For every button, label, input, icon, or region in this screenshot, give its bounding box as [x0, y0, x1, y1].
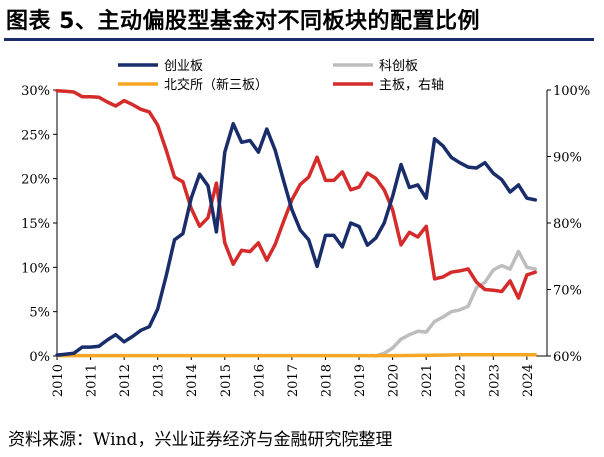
right-tick-label: 80%	[553, 217, 582, 232]
legend-label-beijiao: 北交所（新三板）	[164, 77, 268, 93]
legend-label-chuangye: 创业板	[164, 59, 203, 74]
right-tick-label: 70%	[553, 284, 582, 299]
x-tick-label: 2023	[487, 364, 502, 397]
x-tick-label: 2018	[319, 364, 334, 397]
x-tick-label: 2016	[252, 364, 267, 397]
legend-label-main: 主板，右轴	[379, 78, 444, 93]
left-tick-label: 25%	[21, 128, 50, 143]
left-tick-label: 10%	[21, 261, 50, 276]
x-tick-label: 2020	[387, 364, 402, 397]
x-tick-label: 2014	[185, 364, 200, 397]
source-note: 资料来源：Wind，兴业证券经济与金融研究院整理	[8, 430, 393, 450]
series-line-chuangye	[55, 121, 538, 357]
x-tick-label: 2024	[521, 364, 536, 397]
title-underline	[4, 38, 594, 41]
right-tick-label: 60%	[553, 350, 582, 365]
legend-label-kechuang: 科创板	[379, 59, 418, 74]
x-tick-label: 2019	[353, 364, 368, 397]
left-tick-label: 15%	[21, 217, 50, 232]
x-tick-label: 2017	[286, 364, 301, 397]
x-tick-label: 2015	[219, 364, 234, 397]
x-tick-label: 2013	[152, 364, 167, 397]
left-tick-label: 5%	[29, 306, 50, 321]
x-tick-label: 2022	[454, 364, 469, 397]
series-line-main	[55, 88, 538, 300]
left-tick-label: 30%	[21, 84, 50, 99]
left-tick-label: 20%	[21, 173, 50, 188]
series-line-beijiao	[55, 352, 538, 358]
x-tick-label: 2021	[420, 364, 435, 397]
right-tick-label: 90%	[553, 151, 582, 166]
left-tick-label: 0%	[29, 350, 50, 365]
plot-area: 0% 5% 10% 15% 20% 25% 30% 60% 70% 80% 90% 100% 2010 2…	[21, 84, 590, 397]
series-line-kechuang	[374, 249, 538, 358]
chart-title: 图表 5、主动偏股型基金对不同板块的配置比例	[6, 9, 480, 34]
x-tick-label: 2012	[118, 364, 133, 397]
x-tick-label: 2010	[51, 364, 66, 397]
x-tick-label: 2011	[85, 364, 100, 397]
right-tick-label: 100%	[553, 84, 590, 99]
